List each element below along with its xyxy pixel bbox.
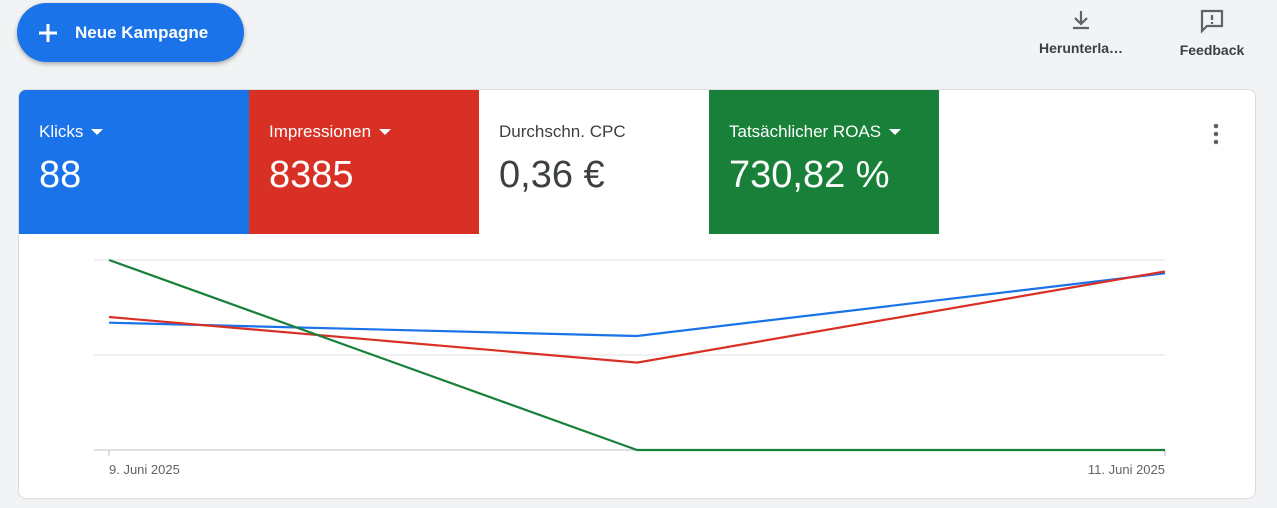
metric-tile[interactable]: Impressionen 8385 <box>249 90 479 234</box>
x-tick-label: 9. Juni 2025 <box>109 462 180 477</box>
feedback-label: Feedback <box>1179 42 1245 58</box>
download-label: Herunterla… <box>1038 40 1124 56</box>
more-menu[interactable] <box>1209 122 1223 146</box>
performance-card: 9. Juni 2025 11. Juni 2025 Klicks 88 Impres… <box>18 89 1256 499</box>
download-icon <box>1073 11 1089 30</box>
metric-value: 8385 <box>269 154 354 196</box>
metric-tile[interactable]: Tatsächlicher ROAS 730,82 % <box>709 90 939 234</box>
metric-tile[interactable]: Durchschn. CPC 0,36 € <box>479 90 709 234</box>
feedback-button[interactable]: Feedback <box>1162 8 1262 58</box>
metric-label: Tatsächlicher ROAS <box>729 122 919 142</box>
plus-icon <box>39 23 57 42</box>
metric-value: 88 <box>39 154 82 196</box>
chart: 9. Juni 2025 11. Juni 2025 <box>94 258 1166 477</box>
button-label: Neue Kampagne <box>75 22 209 42</box>
new-campaign-button[interactable]: Neue Kampagne <box>17 3 244 62</box>
metric-value: 730,82 % <box>729 154 890 196</box>
series-line <box>108 258 1165 452</box>
download-button[interactable]: Herunterla… <box>1031 8 1131 56</box>
x-tick-label: 11. Juni 2025 <box>1088 462 1165 477</box>
metric-tile[interactable]: Klicks 88 <box>19 90 249 234</box>
feedback-icon <box>1200 9 1224 34</box>
metric-label: Klicks <box>39 122 229 142</box>
metric-label: Durchschn. CPC <box>499 122 626 141</box>
series-line <box>108 270 1166 364</box>
metric-label: Impressionen <box>269 122 459 142</box>
metric-value: 0,36 € <box>499 154 605 196</box>
series-line <box>108 272 1166 338</box>
